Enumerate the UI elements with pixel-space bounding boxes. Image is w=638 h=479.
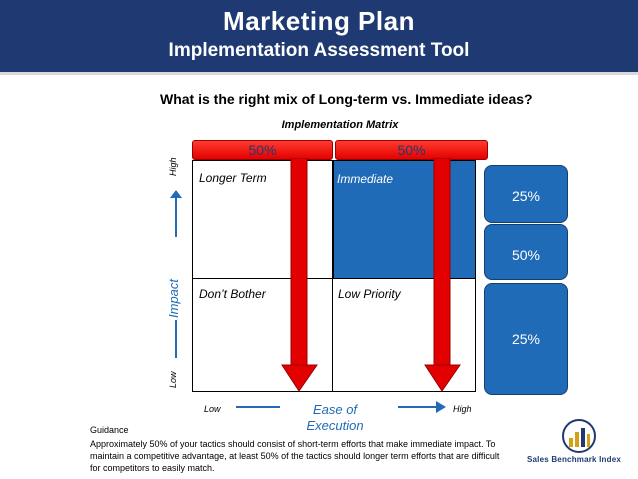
side-box-top: 25% bbox=[484, 165, 568, 223]
side-box-middle: 50% bbox=[484, 224, 568, 280]
x-axis-label: Ease of Execution bbox=[295, 402, 375, 434]
side-box-middle-label: 50% bbox=[511, 247, 541, 263]
question-text: What is the right mix of Long-term vs. I… bbox=[160, 91, 533, 107]
x-axis-low: Low bbox=[204, 404, 221, 414]
cell-label-longer-term: Longer Term bbox=[199, 171, 267, 185]
cell-label-dont-bother: Don’t Bother bbox=[199, 287, 266, 301]
cell-immediate: Immediate bbox=[333, 160, 476, 279]
top-bar-immediate: 50% bbox=[335, 140, 488, 160]
cell-dont-bother: Don’t Bother bbox=[192, 279, 333, 392]
side-box-bottom: 25% bbox=[484, 283, 568, 395]
side-box-top-label: 25% bbox=[511, 188, 541, 204]
x-axis-label-line1: Ease of bbox=[312, 402, 358, 417]
guidance-body: Approximately 50% of your tactics should… bbox=[90, 439, 500, 473]
y-axis-high: High bbox=[168, 157, 178, 176]
cell-label-immediate: Immediate bbox=[337, 172, 394, 186]
matrix-title: Implementation Matrix bbox=[281, 119, 399, 131]
top-bar-long-term: 50% bbox=[192, 140, 333, 160]
page-subtitle: Implementation Assessment Tool bbox=[168, 40, 470, 61]
red-down-arrow-left-icon bbox=[281, 158, 318, 392]
cell-longer-term: Longer Term bbox=[192, 160, 333, 279]
x-axis-label-line2: Execution bbox=[306, 418, 364, 433]
logo-text: Sales Benchmark Index bbox=[527, 455, 622, 464]
cell-label-low-priority: Low Priority bbox=[338, 287, 401, 301]
y-axis-arrow-icon bbox=[170, 190, 182, 358]
red-down-arrow-right-icon bbox=[424, 158, 461, 392]
side-box-bottom-label: 25% bbox=[511, 331, 541, 347]
x-axis-high: High bbox=[453, 404, 472, 414]
page-title: Marketing Plan bbox=[223, 6, 415, 36]
bar-chart-logo-icon bbox=[562, 419, 596, 453]
cell-low-priority: Low Priority bbox=[333, 279, 476, 392]
x-axis-arrows-icon bbox=[236, 401, 446, 413]
guidance-heading: Guidance bbox=[90, 425, 129, 435]
header-banner bbox=[0, 0, 638, 75]
